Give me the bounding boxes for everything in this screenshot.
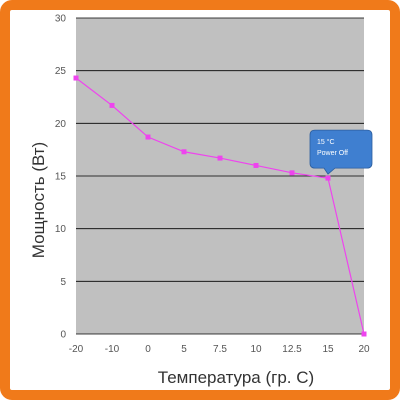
x-tick-label: -20 <box>69 344 84 355</box>
x-tick-label: -10 <box>105 344 120 355</box>
y-tick-label: 5 <box>60 277 66 288</box>
y-tick-label: 15 <box>55 172 67 183</box>
x-tick-label: 5 <box>181 344 187 355</box>
x-tick-label: 10 <box>250 344 262 355</box>
y-tick-label: 20 <box>55 119 67 130</box>
callout-line-2: Power Off <box>317 150 348 157</box>
y-tick-labels: 0 5 10 15 20 25 30 <box>55 14 67 341</box>
callout-line-1: 15 °C <box>317 138 335 146</box>
x-tick-label: 7.5 <box>213 344 227 355</box>
y-tick-label: 0 <box>60 330 66 341</box>
y-tick-label: 25 <box>55 66 67 77</box>
data-point <box>325 175 331 181</box>
data-point <box>253 162 259 168</box>
callout-annotation: 15 °C Power Off <box>309 129 373 175</box>
x-tick-label: 20 <box>358 344 370 355</box>
data-point <box>181 149 187 155</box>
y-axis-title: Мощность (Вт) <box>29 142 48 258</box>
data-point <box>217 155 223 161</box>
data-point <box>361 331 367 337</box>
x-axis-title: Температура (гр. С) <box>158 368 314 387</box>
data-point <box>145 134 151 140</box>
x-tick-label: 0 <box>145 344 151 355</box>
y-tick-label: 10 <box>55 224 67 235</box>
data-point <box>73 75 79 81</box>
data-point <box>289 170 295 176</box>
x-tick-labels: -20 -10 0 5 7.5 10 12.5 15 20 <box>69 344 370 355</box>
y-tick-label: 30 <box>55 14 67 25</box>
x-tick-label: 15 <box>322 344 334 355</box>
data-point <box>109 102 115 108</box>
callout-bubble <box>309 129 373 175</box>
series-markers <box>73 75 367 337</box>
x-tick-label: 12.5 <box>282 344 302 355</box>
